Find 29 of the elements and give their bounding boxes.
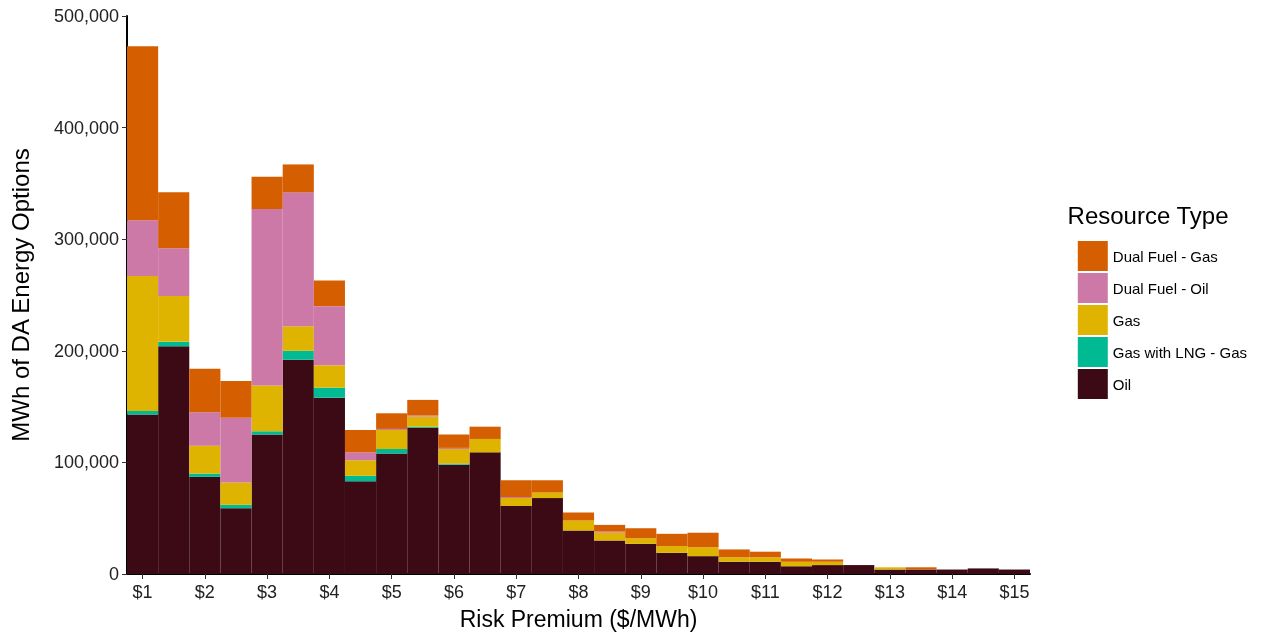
legend-label: Gas — [1112, 311, 1141, 329]
x-tick-label: $7 — [506, 582, 527, 602]
x-tick-label: $5 — [381, 582, 402, 602]
x-tick-label: $14 — [937, 582, 968, 602]
x-tick-label: $8 — [568, 582, 589, 602]
y-tick-label: 300,000 — [53, 229, 119, 250]
x-tick-label: $4 — [319, 582, 340, 602]
y-tick-label: 100,000 — [53, 452, 119, 473]
y-tick-label: 0 — [108, 564, 119, 584]
x-axis-title: Risk Premium ($/MWh) — [459, 605, 698, 632]
x-tick-label: $3 — [257, 582, 278, 602]
x-tick-label: $13 — [874, 582, 905, 602]
x-tick-label: $6 — [443, 582, 464, 602]
legend-label: Gas with LNG - Gas — [1112, 343, 1247, 361]
y-tick-label: 200,000 — [53, 340, 119, 361]
y-tick-label: 500,000 — [53, 6, 119, 26]
x-tick-label: $1 — [132, 582, 153, 602]
x-tick-label: $2 — [194, 582, 215, 602]
legend-label: Dual Fuel - Gas — [1112, 247, 1218, 265]
x-tick-label: $9 — [630, 582, 651, 602]
x-tick-label: $10 — [688, 582, 719, 602]
x-tick-label: $12 — [812, 582, 843, 602]
x-tick-label: $15 — [999, 582, 1030, 602]
y-axis-title: MWh of DA Energy Options — [6, 148, 34, 442]
legend-label: Dual Fuel - Oil — [1112, 279, 1209, 297]
legend-label: Oil — [1112, 375, 1132, 393]
legend-title: Resource Type — [1067, 201, 1229, 229]
y-tick-label: 400,000 — [53, 117, 119, 138]
x-tick-label: $11 — [750, 582, 780, 602]
